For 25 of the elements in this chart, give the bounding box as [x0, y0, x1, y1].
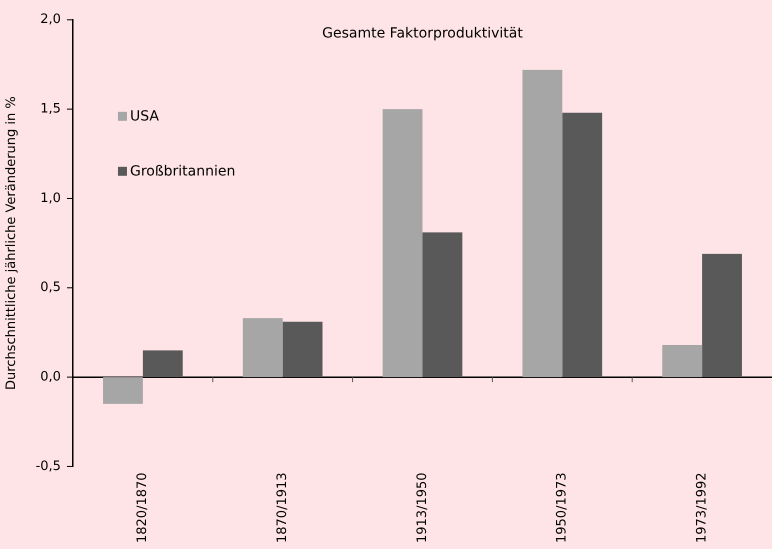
y-tick-label: 1,5: [40, 102, 61, 117]
bar: [103, 377, 143, 404]
x-tick-label: 1973/1992: [694, 472, 710, 544]
chart-title: Gesamte Faktorproduktivität: [322, 25, 524, 42]
bar: [702, 254, 742, 378]
y-tick-label: 1,0: [40, 190, 61, 206]
bar: [562, 112, 602, 378]
bar: [242, 318, 283, 378]
y-axis-title: Durchschnittliche jährliche Veränderung in %: [4, 96, 20, 390]
bar: [282, 322, 323, 378]
x-tick-label: 1820/1870: [135, 472, 150, 544]
x-tick-label: 1913/1950: [414, 472, 430, 544]
bar: [662, 344, 702, 378]
x-tick-label: 1950/1973: [554, 472, 570, 544]
bar: [382, 109, 422, 378]
y-tick-label: 0,0: [40, 369, 61, 384]
y-tick-label: -0,5: [36, 458, 61, 474]
bar: [422, 232, 462, 378]
legend-label: Großbritannien: [130, 163, 236, 180]
x-tick-label: 1870/1913: [275, 472, 290, 544]
bar: [142, 350, 183, 378]
y-tick-label: 2,0: [40, 12, 61, 28]
legend-label: USA: [130, 108, 160, 124]
bar: [522, 70, 562, 378]
y-tick-label: 0,5: [40, 280, 61, 296]
